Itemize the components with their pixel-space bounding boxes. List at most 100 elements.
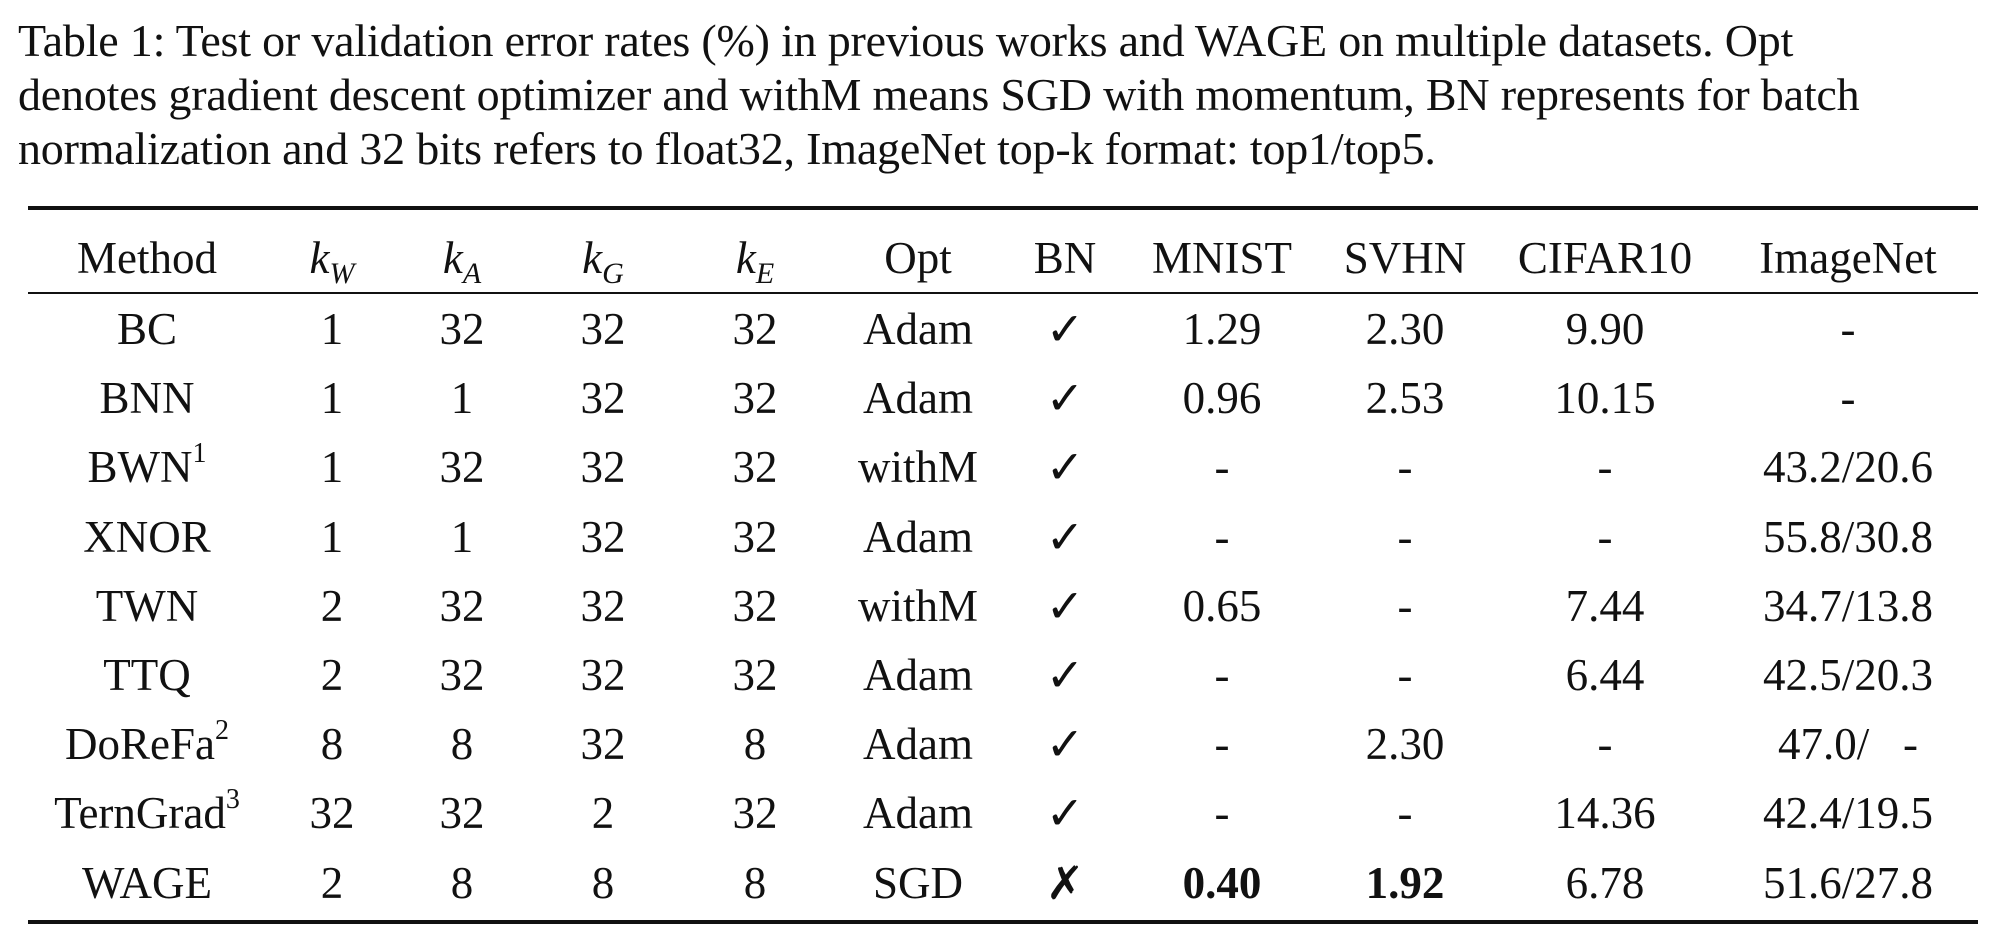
cell-ka: 32 [439,788,485,838]
cell-method: BC [117,303,177,355]
header-kg: kG [582,232,624,290]
cell-kg: 32 [580,304,626,354]
cell-kg: 8 [591,858,615,908]
cell-kg: 32 [580,512,626,562]
method-name: DoReFa [65,719,215,769]
cell-kw: 1 [320,512,344,562]
cell-imagenet: - [1840,304,1856,354]
cell-ke: 32 [732,442,778,492]
cell-imagenet: 51.6/27.8 [1762,858,1934,908]
method-name: XNOR [83,512,211,562]
header-kg-var: k [582,233,603,283]
header-method: Method [77,233,217,283]
cell-method: BWN1 [87,438,207,500]
header-mnist: MNIST [1151,233,1293,283]
header-ka-var: k [442,233,463,283]
cell-opt: Adam [863,512,973,562]
method-name: BC [116,304,178,354]
cell-opt: Adam [863,719,973,769]
cell-ke: 8 [743,858,767,908]
cell-kg: 32 [580,581,626,631]
cell-cifar10: - [1597,512,1613,562]
cell-cifar10: 9.90 [1565,304,1645,354]
cell-opt: Adam [863,788,973,838]
header-ka: kA [443,232,481,290]
cell-ka: 32 [439,442,485,492]
cell-kw: 2 [320,650,344,700]
cell-kg: 2 [591,788,615,838]
checkmark-icon: ✓ [1045,371,1085,425]
header-imagenet: ImageNet [1759,233,1937,283]
header-bn: BN [1033,233,1097,283]
caption-line-3: normalization and 32 bits refers to floa… [18,123,1436,174]
table-top-rule [28,206,1978,210]
cell-svhn: - [1397,581,1413,631]
table-header-rule [28,292,1978,294]
cell-method: WAGE [82,857,212,909]
cell-imagenet: 55.8/30.8 [1762,512,1934,562]
cell-kw: 32 [309,788,355,838]
cell-ke: 32 [732,373,778,423]
table-bottom-rule [28,920,1978,924]
table-caption: Table 1: Test or validation error rates … [18,14,1993,176]
cell-cifar10: 6.44 [1565,650,1645,700]
cell-method: XNOR [83,511,211,563]
cross-icon: ✗ [1045,856,1085,910]
cell-ke: 32 [732,788,778,838]
cell-ka: 32 [439,650,485,700]
cell-method: DoReFa2 [65,715,229,777]
cell-svhn: 1.92 [1365,858,1445,908]
header-ke-var: k [735,233,756,283]
caption-line-1: Table 1: Test or validation error rates … [18,15,1794,66]
checkmark-icon: ✓ [1045,717,1085,771]
cell-cifar10: 14.36 [1554,788,1656,838]
cell-mnist: - [1214,512,1230,562]
cell-ka: 1 [450,512,474,562]
cell-ka: 8 [450,858,474,908]
checkmark-icon: ✓ [1045,302,1085,356]
cell-kg: 32 [580,373,626,423]
cell-mnist: 0.96 [1182,373,1262,423]
cell-kw: 2 [320,581,344,631]
checkmark-icon: ✓ [1045,510,1085,564]
checkmark-icon: ✓ [1045,786,1085,840]
method-name: TWN [95,581,199,631]
cell-opt: SGD [872,858,964,908]
cell-kg: 32 [580,442,626,492]
method-name: BWN [87,442,193,492]
method-name: WAGE [82,858,212,908]
footnote-marker: 1 [192,438,207,469]
cell-opt: Adam [863,373,973,423]
cell-ke: 32 [732,581,778,631]
checkmark-icon: ✓ [1045,648,1085,702]
cell-opt: withM [857,581,979,631]
header-ke: kE [736,232,774,290]
cell-mnist: 0.65 [1182,581,1262,631]
cell-imagenet: - [1840,373,1856,423]
cell-ka: 8 [450,719,474,769]
cell-cifar10: - [1597,719,1613,769]
cell-ke: 8 [743,719,767,769]
header-ka-sub: A [462,257,482,290]
cell-kw: 1 [320,304,344,354]
cell-kw: 1 [320,373,344,423]
cell-kg: 32 [580,650,626,700]
cell-method: BNN [99,372,194,424]
header-kw-sub: W [329,257,355,290]
cell-opt: Adam [863,650,973,700]
cell-mnist: 0.40 [1182,858,1262,908]
cell-method: TTQ [103,649,190,701]
checkmark-icon: ✓ [1045,579,1085,633]
header-kw: kW [310,232,355,290]
header-opt: Opt [884,233,952,283]
cell-ka: 32 [439,304,485,354]
cell-cifar10: 7.44 [1565,581,1645,631]
cell-cifar10: 10.15 [1554,373,1656,423]
cell-ke: 32 [732,512,778,562]
cell-kw: 1 [320,442,344,492]
cell-svhn: - [1397,442,1413,492]
cell-imagenet: 43.2/20.6 [1762,442,1934,492]
cell-svhn: - [1397,788,1413,838]
cell-svhn: - [1397,512,1413,562]
method-name: BNN [99,373,195,423]
